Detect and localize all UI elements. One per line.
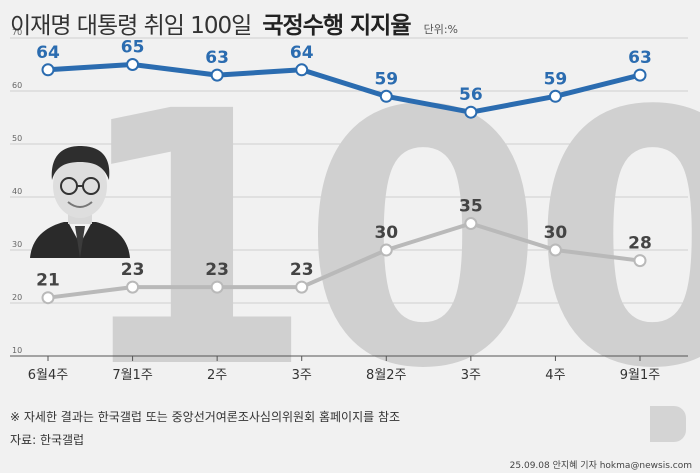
series-1: 21 23 23 23 30 35 30 28 (36, 197, 652, 305)
data-point (41, 63, 55, 77)
data-label: 23 (205, 260, 229, 280)
data-point (464, 217, 478, 230)
data-point (548, 243, 562, 257)
x-tick-label: 8월2주 (366, 368, 407, 383)
chart-title: 이재명 대통령 취임 100일 국정수행 지지율 단위:% (10, 6, 458, 40)
series-layer: 64 65 63 64 59 56 59 63 21 23 23 23 30 35 30 28 (36, 38, 652, 305)
x-tick-label: 3주 (292, 368, 312, 383)
data-label: 21 (36, 271, 60, 291)
x-tick-label: 9월1주 (620, 368, 661, 383)
data-point (379, 89, 393, 103)
data-point (633, 254, 647, 268)
y-tick-label: 50 (12, 134, 22, 143)
y-tick-label: 30 (12, 240, 22, 249)
data-label: 63 (628, 48, 652, 68)
data-point (41, 291, 55, 305)
data-point (464, 105, 478, 119)
y-tick-label: 20 (12, 293, 22, 302)
source-label: 자료: 한국갤럽 (10, 433, 85, 447)
data-point (210, 68, 224, 82)
y-tick-label: 10 (12, 346, 22, 355)
x-tick-label: 6월4주 (28, 368, 69, 383)
data-label: 64 (36, 43, 60, 63)
title-bold: 국정수행 지지율 (262, 13, 411, 39)
data-point (548, 89, 562, 103)
data-point (126, 280, 140, 294)
data-label: 23 (290, 260, 314, 280)
x-tick-label: 4주 (545, 368, 565, 383)
data-point (295, 280, 309, 294)
x-tick-label: 3주 (461, 368, 481, 383)
data-label: 35 (459, 197, 483, 217)
president-portrait (28, 140, 132, 262)
data-label: 59 (374, 69, 398, 89)
data-point (210, 280, 224, 294)
data-point (126, 58, 140, 71)
data-label: 28 (628, 234, 652, 254)
data-label: 56 (459, 85, 483, 105)
data-label: 23 (121, 260, 145, 280)
data-label: 30 (544, 223, 568, 243)
credit-line: 25.09.08 안지혜 기자 hokma@newsis.com (509, 461, 692, 471)
series-line (45, 62, 643, 115)
data-label: 30 (374, 223, 398, 243)
data-label: 63 (205, 48, 229, 68)
series-line (46, 221, 642, 300)
y-tick-label: 60 (12, 81, 22, 90)
x-tick-label: 7월1주 (112, 368, 153, 383)
data-label: 64 (290, 43, 314, 63)
y-tick-label: 40 (12, 187, 22, 196)
data-point (295, 63, 309, 77)
newsis-watermark (522, 402, 690, 452)
data-label: 59 (544, 69, 568, 89)
x-tick-label: 2주 (207, 368, 227, 383)
y-tick-label: 70 (12, 28, 22, 37)
data-point (379, 243, 393, 257)
title-light: 이재명 대통령 취임 100일 (10, 13, 252, 39)
footnote: ※ 자세한 결과는 한국갤럽 또는 중앙선거여론조사심의위원회 홈페이지를 참조 (10, 410, 401, 424)
data-label: 65 (121, 38, 145, 58)
y-axis-ticks: 10 20 30 40 50 60 70 (12, 28, 22, 355)
data-point (633, 68, 647, 82)
series-0: 64 65 63 64 59 56 59 63 (36, 38, 652, 119)
x-axis-ticks: 6월4주 7월1주 2주 3주 8월2주 3주 4주 9월1주 (10, 355, 688, 383)
unit-label: 단위:% (423, 23, 459, 36)
